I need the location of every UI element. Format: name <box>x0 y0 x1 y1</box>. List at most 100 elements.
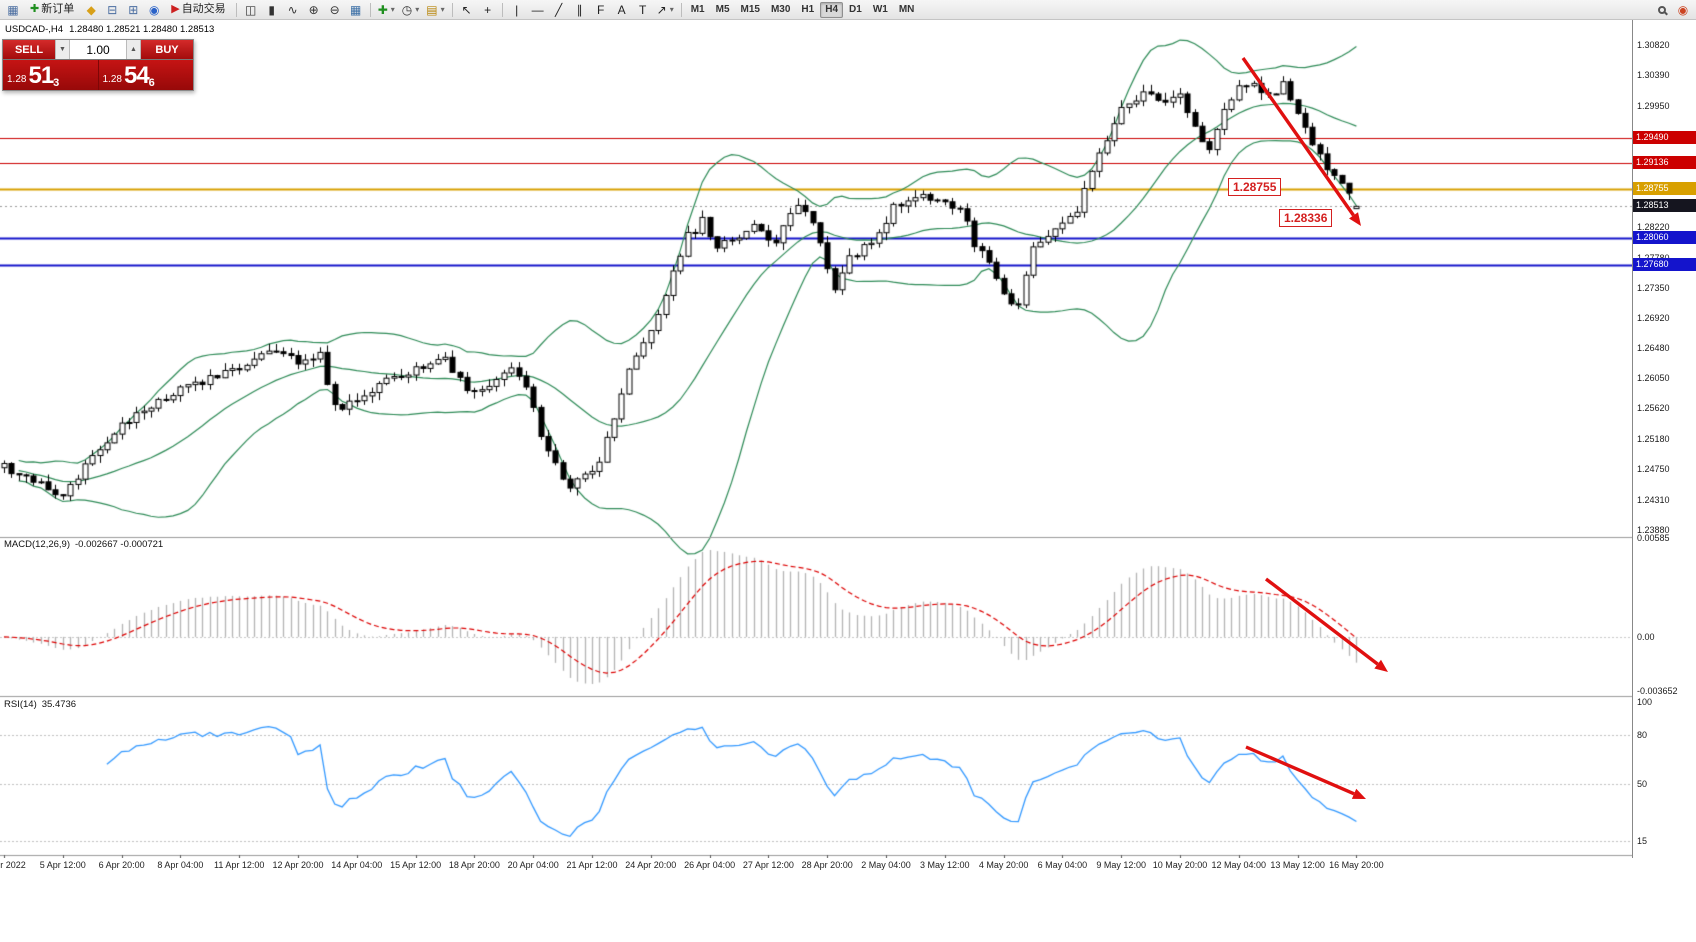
toolbar-separator <box>369 2 371 17</box>
sell-button[interactable]: SELL <box>3 40 55 59</box>
toolbar-separator <box>680 2 682 17</box>
price-axis-label: 1.27350 <box>1637 282 1670 293</box>
auto-trading-icon: ▶ <box>171 3 180 15</box>
dropdown-caret-icon: ▾ <box>415 4 420 14</box>
time-axis-label: 20 Apr 04:00 <box>507 860 559 870</box>
time-axis-label: 2 May 04:00 <box>861 860 911 870</box>
candlestick-chart-type-icon[interactable]: ▮ <box>268 2 275 17</box>
price-level-chip: 1.28755 <box>1633 182 1696 196</box>
timeframe-m30-button[interactable]: M30 <box>770 4 791 15</box>
price-axis-label: 1.29950 <box>1637 100 1670 111</box>
macd-name: MACD(12,26,9) <box>4 539 70 550</box>
toolbar-button-label: 新订单 <box>41 3 75 15</box>
time-axis-label: 11 Apr 12:00 <box>214 860 265 870</box>
macd-indicator-label: MACD(12,26,9) -0.002667 -0.000721 <box>4 539 168 550</box>
price-level-chip: 1.29136 <box>1633 155 1696 169</box>
price-axis[interactable]: 1.308201.303901.299501.282201.277801.273… <box>1632 20 1696 858</box>
channel-icon[interactable]: ∥ <box>576 2 583 17</box>
shapes-icon[interactable]: ↗ ▾ <box>656 2 674 17</box>
time-axis[interactable]: 4 Apr 2022 5 Apr 12:00 6 Apr 20:00 8 Apr 04… <box>0 858 1632 874</box>
sell-price[interactable]: 1.28 51 3 <box>3 60 98 90</box>
vertical-line-icon[interactable]: | <box>515 2 519 17</box>
time-axis-label: 26 Apr 04:00 <box>684 860 736 870</box>
indicator-axis-label: 100 <box>1637 697 1653 707</box>
buy-price-point: 6 <box>148 77 155 89</box>
horizontal-line-icon[interactable]: — <box>531 2 544 17</box>
new-chart-icon[interactable]: ▦ <box>7 2 19 17</box>
indicators-icon[interactable]: ✚ ▾ <box>377 2 395 17</box>
volume-input[interactable] <box>70 40 126 59</box>
fibonacci-icon[interactable]: F <box>596 2 605 17</box>
search-icon[interactable] <box>1652 1 1672 18</box>
time-axis-label: 24 Apr 20:00 <box>625 860 677 870</box>
line-chart-type-icon[interactable]: ∿ <box>287 2 298 17</box>
timeframe-m1-button[interactable]: M1 <box>690 4 705 15</box>
indicator-axis-label: 0.00585 <box>1637 533 1670 543</box>
terminal-panel-icon[interactable]: ⊟ <box>107 2 118 17</box>
bar-chart-type-icon[interactable]: ◫ <box>245 2 257 17</box>
price-level-chip: 1.28513 <box>1633 199 1696 213</box>
price-axis-label: 1.24750 <box>1637 464 1670 475</box>
timeframe-m15-button[interactable]: M15 <box>740 4 760 15</box>
indicator-axis-label: 0.00 <box>1637 631 1655 642</box>
zoom-out-icon[interactable]: ⊖ <box>329 2 340 17</box>
price-annotation-box[interactable]: 1.28336 <box>1279 209 1333 227</box>
one-click-controls-row: SELL ▼ ▲ BUY <box>3 40 193 60</box>
community-icon[interactable]: ◉ <box>148 2 160 17</box>
chart-ohlc-header: USDCAD-,H4 1.28480 1.28521 1.28480 1.2851… <box>5 24 220 35</box>
price-axis-label: 1.30390 <box>1637 70 1670 81</box>
time-axis-label: 10 May 20:00 <box>1152 860 1208 870</box>
buy-price[interactable]: 1.28 54 6 <box>97 60 194 90</box>
timeframe-h1-button[interactable]: H1 <box>801 4 815 15</box>
auto-trading-button[interactable]: ▶ 自动交易 <box>165 1 231 18</box>
time-axis-label: 5 Apr 12:00 <box>39 860 86 870</box>
sell-price-prefix: 1.28 <box>7 74 27 85</box>
navigator-panel-icon[interactable]: ⊞ <box>128 2 139 17</box>
timeframe-w1-button[interactable]: W1 <box>872 4 888 15</box>
economic-calendar-icon[interactable]: ◆ <box>86 2 96 17</box>
main-toolbar: ▦ ✚ 新订单 ◆ ⊟ ⊞ ◉ ▶ 自动交易 ◫ ▮ ∿ ⊕ ⊖ ▦ ✚ ▾ ◷ ▾ ▤ ▾ ↖ + | — ╱ ∥ F A T ↗ ▾ M1 M… <box>0 0 1696 20</box>
time-axis-label: 6 May 04:00 <box>1037 860 1088 870</box>
dropdown-caret-icon: ▾ <box>669 4 674 14</box>
label-icon[interactable]: T <box>638 2 647 17</box>
toolbar-separator <box>501 2 503 17</box>
timeframe-d1-button[interactable]: D1 <box>849 4 862 15</box>
dropdown-caret-icon: ▾ <box>390 4 395 14</box>
time-axis-label: 27 Apr 12:00 <box>742 860 794 870</box>
price-axis-label: 1.25180 <box>1637 434 1670 445</box>
price-axis-label: 1.25620 <box>1637 403 1670 414</box>
macd-values: -0.002667 -0.000721 <box>75 539 164 550</box>
timeframe-mn-button[interactable]: MN <box>898 4 915 15</box>
price-axis-label: 1.24310 <box>1637 494 1670 505</box>
cursor-icon[interactable]: ↖ <box>461 2 472 17</box>
price-axis-label: 1.30820 <box>1637 40 1670 51</box>
new-order-button[interactable]: ✚ 新订单 <box>24 1 80 18</box>
trendline-icon[interactable]: ╱ <box>555 2 563 17</box>
buy-button[interactable]: BUY <box>141 40 193 59</box>
new-order-icon: ✚ <box>30 3 40 15</box>
time-axis-label: 12 May 04:00 <box>1211 860 1267 870</box>
tile-windows-icon[interactable]: ▦ <box>350 2 362 17</box>
sell-price-pips: 51 <box>28 62 54 89</box>
price-chart-canvas[interactable] <box>0 20 1632 858</box>
price-axis-label: 1.26920 <box>1637 312 1670 323</box>
indicator-axis-label: 15 <box>1637 836 1648 847</box>
periods-icon[interactable]: ◷ ▾ <box>401 2 420 17</box>
crosshair-icon[interactable]: + <box>484 2 492 17</box>
price-annotation-box[interactable]: 1.28755 <box>1228 178 1282 196</box>
timeframe-h4-button[interactable]: H4 <box>820 1 844 18</box>
price-level-chip: 1.29490 <box>1633 131 1696 145</box>
indicator-axis-label: 50 <box>1637 779 1648 789</box>
sell-dropdown-icon[interactable]: ▼ <box>55 40 70 59</box>
volume-stepper-icon[interactable]: ▲ <box>126 40 141 59</box>
text-icon[interactable]: A <box>617 2 626 17</box>
time-axis-label: 6 Apr 20:00 <box>98 860 145 870</box>
price-axis-label: 1.26050 <box>1637 373 1670 384</box>
notifications-icon[interactable]: ◉ <box>1677 2 1689 17</box>
sell-price-point: 3 <box>53 77 60 89</box>
timeframe-m5-button[interactable]: M5 <box>715 4 730 15</box>
templates-icon[interactable]: ▤ ▾ <box>426 2 445 17</box>
time-axis-label: 9 May 12:00 <box>1096 860 1146 870</box>
zoom-in-icon[interactable]: ⊕ <box>308 2 319 17</box>
